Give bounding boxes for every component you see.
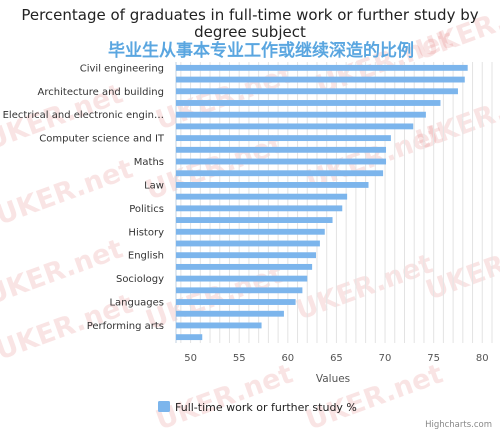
bar[interactable] xyxy=(176,217,333,223)
credits-link[interactable]: Highcharts.com xyxy=(425,420,492,430)
bar[interactable] xyxy=(176,182,369,188)
category-label: Civil engineering xyxy=(80,63,164,74)
chart-title-line-1: Percentage of graduates in full-time wor… xyxy=(21,6,478,24)
bar[interactable] xyxy=(176,322,262,329)
x-tick-label: 80 xyxy=(476,353,489,364)
bar[interactable] xyxy=(176,135,391,142)
bar[interactable] xyxy=(176,299,296,305)
watermark-text: UKER.net xyxy=(0,153,137,231)
category-label: English xyxy=(128,251,164,262)
category-labels: Civil engineering Architecture and buildi… xyxy=(3,63,165,332)
watermark-text: UKER.net xyxy=(152,358,297,433)
bar[interactable] xyxy=(176,240,320,247)
category-label: Sociology xyxy=(116,274,164,285)
legend-swatch xyxy=(158,401,170,412)
category-label: Maths xyxy=(134,157,164,168)
bar[interactable] xyxy=(176,146,387,153)
bar[interactable] xyxy=(176,76,465,83)
x-tick-label: 65 xyxy=(330,353,343,364)
category-label: History xyxy=(128,227,164,238)
grid-lines xyxy=(175,62,493,343)
category-label: Performing arts xyxy=(87,321,164,332)
bar-series xyxy=(176,64,468,341)
bar[interactable] xyxy=(176,287,303,294)
bar[interactable] xyxy=(176,275,308,282)
category-label: Electrical and electronic engin… xyxy=(3,110,164,121)
bar[interactable] xyxy=(176,170,384,177)
legend[interactable]: Full-time work or further study % xyxy=(158,401,357,414)
bar[interactable] xyxy=(176,252,317,259)
bar[interactable] xyxy=(176,64,468,71)
x-tick-label: 70 xyxy=(379,353,392,364)
bar[interactable] xyxy=(176,158,387,165)
x-tick-label: 50 xyxy=(184,353,197,364)
category-label: Architecture and building xyxy=(38,87,164,98)
bar[interactable] xyxy=(176,123,414,130)
bar[interactable] xyxy=(176,100,441,106)
category-label: Languages xyxy=(109,298,164,309)
bar[interactable] xyxy=(176,310,284,317)
legend-label[interactable]: Full-time work or further study % xyxy=(175,401,357,414)
bar[interactable] xyxy=(176,205,343,212)
category-label: Politics xyxy=(129,204,164,215)
x-tick-label: 60 xyxy=(281,353,294,364)
x-axis-title: Values xyxy=(316,373,350,385)
bar[interactable] xyxy=(176,228,325,235)
bar[interactable] xyxy=(176,88,458,95)
x-tick-label: 55 xyxy=(233,353,246,364)
category-label: Computer science and IT xyxy=(39,134,165,145)
bar[interactable] xyxy=(176,334,203,341)
chart-subtitle: 毕业生从事本专业工作或继续深造的比例 xyxy=(108,40,414,61)
watermark-text: UKER.net xyxy=(292,248,437,326)
bar[interactable] xyxy=(176,193,348,200)
category-label: Law xyxy=(144,180,164,191)
chart-title-line-2: degree subject xyxy=(194,23,306,41)
bar[interactable] xyxy=(176,263,313,270)
x-tick-label: 75 xyxy=(427,353,440,364)
bar[interactable] xyxy=(176,111,426,118)
